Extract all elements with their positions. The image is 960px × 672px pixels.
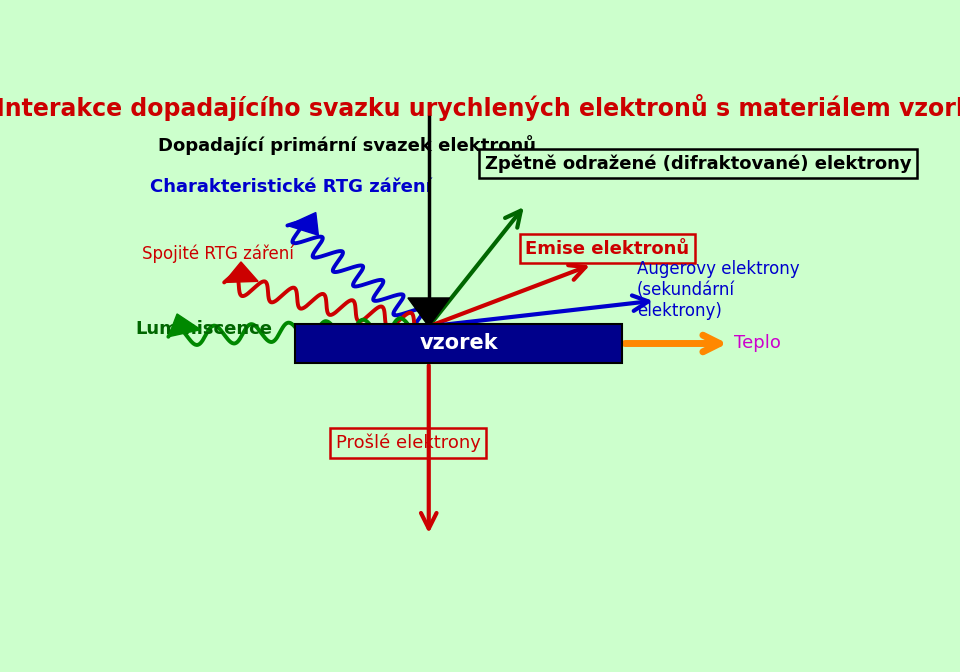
Polygon shape (168, 314, 201, 337)
Polygon shape (225, 262, 258, 282)
Text: vzorek: vzorek (420, 333, 498, 353)
Text: Augerovy elektrony
(sekundární
elektrony): Augerovy elektrony (sekundární elektrony… (637, 261, 800, 320)
Text: Spojité RTG záření: Spojité RTG záření (142, 245, 294, 263)
Text: Interakce dopadajícího svazku urychlených elektronů s materiálem vzorku: Interakce dopadajícího svazku urychlenýc… (0, 93, 960, 120)
Text: Dopadající primární svazek elektronů: Dopadající primární svazek elektronů (157, 135, 536, 155)
Text: Luminiscence: Luminiscence (134, 320, 272, 338)
Polygon shape (287, 212, 319, 235)
Text: Charakteristické RTG záření: Charakteristické RTG záření (150, 177, 431, 196)
Text: Emise elektronů: Emise elektronů (525, 240, 689, 258)
Text: Zpětně odražené (difraktované) elektrony: Zpětně odražené (difraktované) elektrony (485, 154, 911, 173)
Text: Teplo: Teplo (733, 335, 780, 353)
Polygon shape (408, 298, 449, 327)
FancyBboxPatch shape (295, 324, 622, 363)
Text: Prošlé elektrony: Prošlé elektrony (336, 433, 481, 452)
